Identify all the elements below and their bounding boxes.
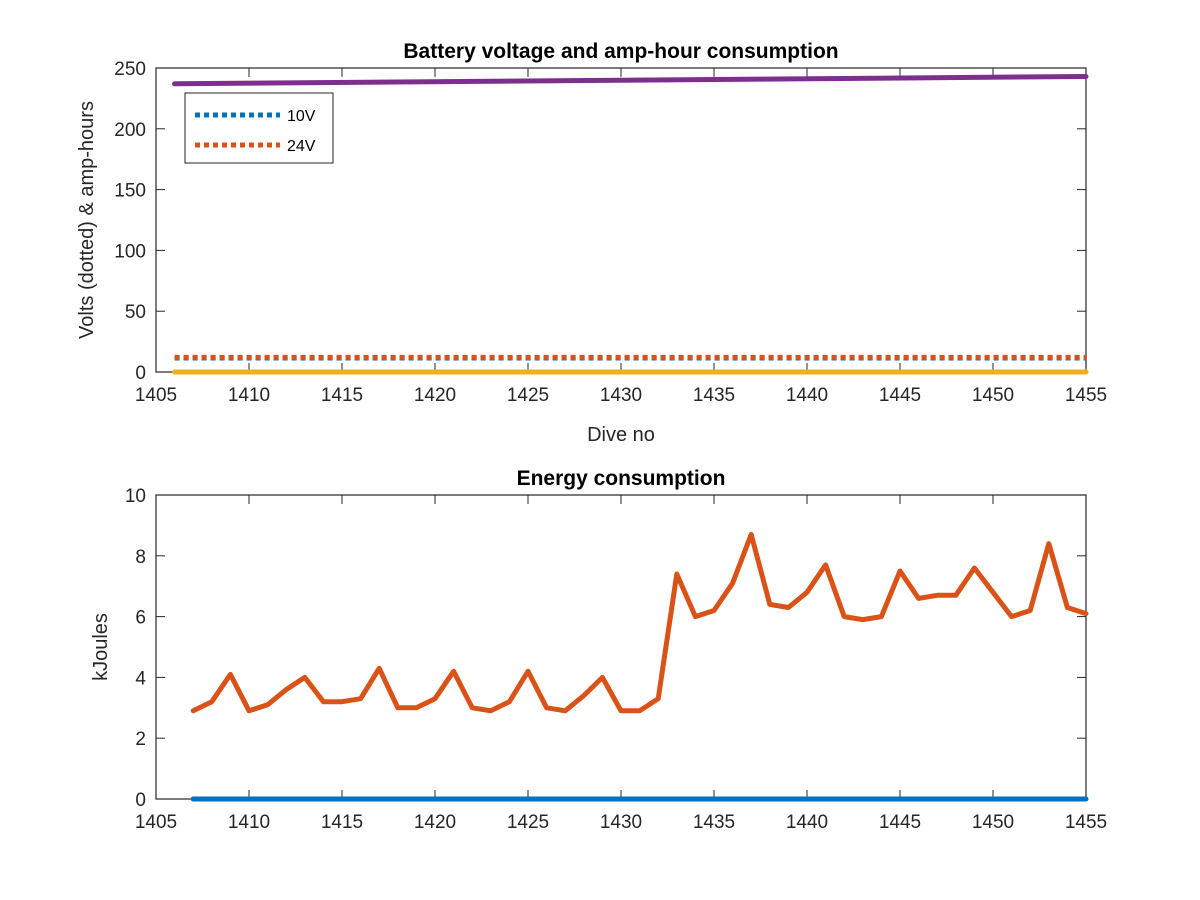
y-tick-label: 250 [114,59,146,80]
y-tick-label: 150 [114,181,146,202]
x-tick-label: 1435 [693,812,735,833]
chart-title: Energy consumption [517,467,726,490]
x-tick-label: 1415 [321,385,363,406]
axes-box [155,494,1087,800]
y-tick-label: 200 [114,120,146,141]
x-tick-label: 1440 [786,812,828,833]
x-tick-label: 1405 [135,812,177,833]
series-line-1 [190,532,1089,714]
x-tick-label: 1440 [786,385,828,406]
x-tick-label: 1415 [321,812,363,833]
legend-label: 24V [287,138,316,155]
x-tick-label: 1445 [879,385,921,406]
legend-box [184,92,334,164]
x-tick-label: 1450 [972,385,1014,406]
y-tick-label: 8 [135,547,146,568]
x-tick-label: 1425 [507,385,549,406]
x-tick-label: 1430 [600,812,642,833]
y-tick-label: 50 [125,302,146,323]
y-tick-label: 6 [135,608,146,629]
y-tick-label: 10 [125,486,146,507]
x-tick-label: 1420 [414,812,456,833]
x-tick-label: 1410 [228,385,270,406]
x-tick-label: 1410 [228,812,270,833]
x-tick-label: 1455 [1065,385,1107,406]
x-tick-label: 1455 [1065,812,1107,833]
y-axis-label: kJoules [90,613,112,681]
x-tick-label: 1420 [414,385,456,406]
x-tick-label: 1445 [879,812,921,833]
chart-title: Battery voltage and amp-hour consumption [403,40,838,63]
legend: 10V 24V [184,92,334,164]
x-tick-label: 1405 [135,385,177,406]
y-tick-label: 2 [135,729,146,750]
x-tick-label: 1435 [693,385,735,406]
series-line-3 [172,74,1089,87]
x-axis-label: Dive no [587,424,655,446]
y-tick-label: 0 [135,363,146,384]
energy-consumption-panel: 1405 1410 1415 1420 1425 1430 1435 1440 1445 1450… [90,467,1107,833]
legend-label: 10V [287,108,316,125]
y-axis-label: Volts (dotted) & amp-hours [76,101,98,339]
battery-voltage-panel: 1405 1410 1415 1420 1425 1430 1435 1440 1445 1450… [76,40,1107,446]
x-tick-label: 1450 [972,812,1014,833]
y-tick-label: 100 [114,241,146,262]
y-tick-label: 0 [135,790,146,811]
y-tick-label: 4 [135,668,146,689]
x-tick-label: 1430 [600,385,642,406]
x-tick-label: 1425 [507,812,549,833]
